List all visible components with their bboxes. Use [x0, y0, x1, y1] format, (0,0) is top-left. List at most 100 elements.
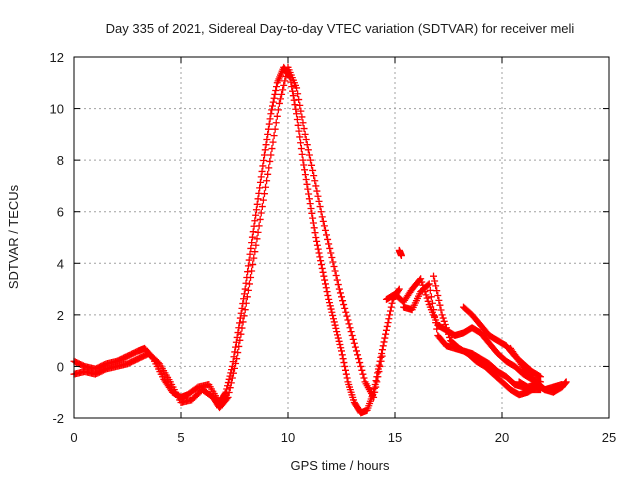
- data-point: [294, 121, 302, 129]
- data-point: [326, 244, 334, 252]
- data-point: [269, 98, 277, 106]
- data-point: [348, 331, 356, 339]
- data-point: [424, 281, 432, 289]
- data-point: [323, 231, 331, 239]
- data-point: [330, 318, 338, 326]
- data-point: [299, 119, 307, 127]
- data-point: [225, 375, 233, 383]
- data-point: [301, 130, 309, 138]
- data-point: [430, 306, 438, 314]
- data-point: [238, 324, 246, 332]
- data-point: [343, 312, 351, 320]
- data-point: [423, 294, 431, 302]
- data-point: [241, 285, 249, 293]
- data-point: [341, 362, 349, 370]
- data-point: [437, 306, 445, 314]
- data-point: [321, 226, 329, 234]
- data-point: [430, 272, 438, 280]
- data-point: [221, 390, 229, 398]
- data-point: [282, 72, 290, 80]
- data-point: [378, 346, 386, 354]
- data-point: [359, 370, 367, 378]
- data-point: [319, 268, 327, 276]
- data-point: [433, 325, 441, 333]
- series-isolated-blip: [395, 246, 405, 260]
- data-point: [242, 299, 250, 307]
- data-point: [438, 311, 446, 319]
- data-point: [332, 324, 340, 332]
- data-point: [260, 190, 268, 198]
- data-point: [325, 299, 333, 307]
- data-point: [267, 151, 275, 159]
- y-axis-ticks: -2 0 2 4 6 8 10 12: [50, 50, 609, 426]
- data-point: [384, 319, 392, 327]
- data-point: [239, 318, 247, 326]
- data-point: [225, 389, 233, 397]
- data-point: [317, 208, 325, 216]
- data-point: [377, 357, 385, 365]
- data-point: [265, 120, 273, 128]
- data-point: [268, 145, 276, 153]
- data-point: [248, 267, 256, 275]
- data-point: [297, 107, 305, 115]
- data-point: [445, 330, 452, 338]
- data-point: [327, 249, 335, 257]
- data-point: [227, 379, 235, 387]
- data-point: [300, 161, 308, 169]
- data-point: [328, 308, 336, 316]
- data-point: [372, 383, 380, 391]
- data-point: [226, 384, 234, 392]
- data-point: [431, 312, 439, 320]
- data-point: [244, 286, 252, 294]
- data-point: [261, 146, 269, 154]
- data-point: [312, 234, 320, 241]
- data-point: [320, 272, 328, 280]
- data-point: [309, 214, 317, 222]
- data-point: [336, 341, 344, 349]
- data-point: [371, 388, 379, 396]
- data-point: [427, 293, 435, 301]
- data-point: [337, 344, 345, 352]
- data-point: [258, 167, 266, 175]
- data-point: [264, 170, 272, 178]
- data-point: [313, 241, 321, 249]
- data-point: [154, 359, 162, 367]
- data-point: [334, 281, 342, 289]
- data-point: [270, 132, 278, 140]
- data-point: [395, 285, 403, 293]
- data-point: [335, 285, 343, 293]
- data-point: [442, 324, 450, 332]
- data-point: [355, 355, 363, 363]
- data-point: [316, 203, 324, 211]
- data-point: [383, 322, 391, 330]
- data-point: [328, 253, 336, 261]
- data-point: [339, 297, 347, 305]
- data-point: [304, 146, 312, 154]
- plot-frame: [73, 56, 610, 419]
- data-point: [272, 119, 280, 127]
- data-point: [253, 200, 261, 208]
- data-point: [347, 328, 355, 336]
- data-point: [373, 378, 381, 386]
- data-point: [235, 342, 243, 350]
- data-point: [275, 99, 283, 107]
- data-point: [424, 297, 432, 305]
- data-point: [333, 276, 341, 284]
- data-point: [428, 299, 436, 307]
- data-point: [329, 312, 337, 320]
- data-point: [298, 113, 306, 121]
- data-point: [321, 276, 329, 284]
- data-point: [315, 197, 323, 205]
- data-point: [254, 195, 262, 203]
- data-point: [240, 312, 248, 320]
- data-point: [272, 87, 280, 95]
- data-point: [303, 180, 311, 188]
- data-point: [340, 359, 348, 367]
- data-point: [247, 273, 255, 281]
- data-point: [247, 244, 255, 252]
- data-point: [397, 252, 405, 260]
- data-point: [344, 316, 352, 324]
- data-points: [70, 63, 570, 417]
- data-point: [376, 362, 384, 370]
- data-point: [245, 280, 253, 288]
